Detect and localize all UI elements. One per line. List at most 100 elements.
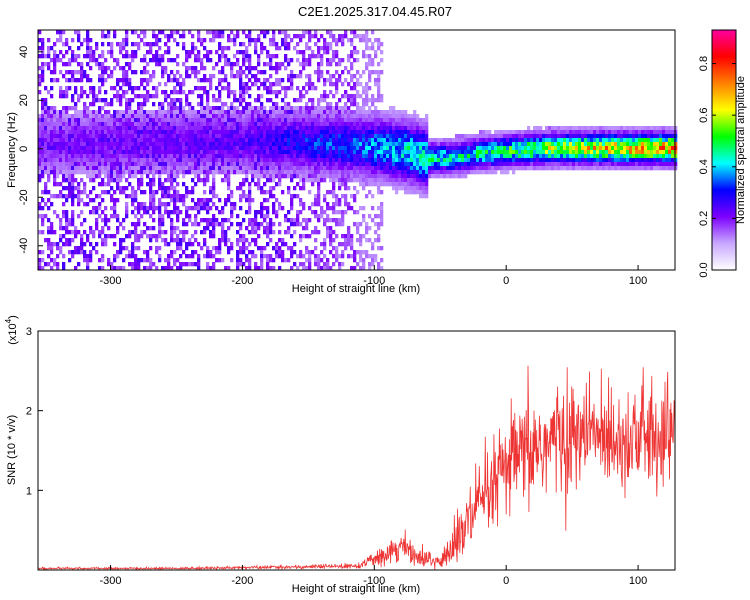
heatmap-cell xyxy=(182,126,186,131)
heatmap-cell xyxy=(380,122,384,127)
heatmap-cell xyxy=(428,138,432,143)
heatmap-cell xyxy=(266,166,270,171)
heatmap-cell xyxy=(368,142,372,147)
heatmap-cell xyxy=(503,138,507,143)
heatmap-cell xyxy=(374,130,378,135)
heatmap-cell xyxy=(92,170,96,175)
heatmap-cell xyxy=(140,118,144,123)
heatmap-cell xyxy=(269,158,273,163)
heatmap-cell xyxy=(233,42,237,47)
heatmap-cell xyxy=(41,42,45,47)
heatmap-cell xyxy=(248,62,252,67)
heatmap-cell xyxy=(155,158,159,163)
heatmap-cell xyxy=(212,146,216,151)
heatmap-cell xyxy=(317,218,321,223)
heatmap-cell xyxy=(71,190,75,195)
heatmap-cell xyxy=(509,134,513,139)
heatmap-cell xyxy=(200,142,204,147)
heatmap-cell xyxy=(491,142,495,147)
heatmap-cell xyxy=(221,226,225,231)
heatmap-cell xyxy=(149,142,153,147)
heatmap-cell xyxy=(83,254,87,259)
heatmap-cell xyxy=(158,114,162,119)
heatmap-cell xyxy=(194,218,198,223)
heatmap-cell xyxy=(68,126,72,131)
heatmap-cell xyxy=(362,114,366,119)
heatmap-cell xyxy=(560,134,564,139)
heatmap-cell xyxy=(356,102,360,107)
heatmap-cell xyxy=(254,130,258,135)
heatmap-cell xyxy=(128,166,132,171)
heatmap-cell xyxy=(416,178,420,183)
heatmap-cell xyxy=(221,166,225,171)
heatmap-cell xyxy=(425,186,429,191)
heatmap-cell xyxy=(233,134,237,139)
heatmap-cell xyxy=(215,162,219,167)
heatmap-cell xyxy=(224,122,228,127)
heatmap-cell xyxy=(137,206,141,211)
heatmap-cell xyxy=(98,174,102,179)
heatmap-cell xyxy=(344,142,348,147)
heatmap-cell xyxy=(446,142,450,147)
heatmap-cell xyxy=(494,146,498,151)
heatmap-cell xyxy=(320,62,324,67)
heatmap-cell xyxy=(221,114,225,119)
heatmap-cell xyxy=(104,174,108,179)
heatmap-cell xyxy=(131,250,135,255)
heatmap-cell xyxy=(59,218,63,223)
heatmap-cell xyxy=(506,130,510,135)
heatmap-cell xyxy=(461,174,465,179)
heatmap-cell xyxy=(77,34,81,39)
heatmap-cell xyxy=(269,86,273,91)
heatmap-cell xyxy=(410,170,414,175)
heatmap-cell xyxy=(239,130,243,135)
heatmap-cell xyxy=(98,206,102,211)
heatmap-cell xyxy=(110,42,114,47)
heatmap-cell xyxy=(248,218,252,223)
heatmap-cell xyxy=(152,154,156,159)
heatmap-cell xyxy=(71,250,75,255)
heatmap-cell xyxy=(44,162,48,167)
heatmap-cell xyxy=(143,134,147,139)
heatmap-cell xyxy=(164,70,168,75)
heatmap-cell xyxy=(80,154,84,159)
heatmap-cell xyxy=(227,170,231,175)
heatmap-cell xyxy=(395,186,399,191)
heatmap-cell xyxy=(143,54,147,59)
heatmap-cell xyxy=(326,142,330,147)
heatmap-cell xyxy=(173,126,177,131)
heatmap-cell xyxy=(188,146,192,151)
heatmap-cell xyxy=(128,126,132,131)
heatmap-cell xyxy=(152,190,156,195)
heatmap-cell xyxy=(353,114,357,119)
heatmap-cell xyxy=(221,110,225,115)
heatmap-cell xyxy=(83,130,87,135)
heatmap-cell xyxy=(92,230,96,235)
heatmap-cell xyxy=(209,158,213,163)
heatmap-cell xyxy=(380,166,384,171)
heatmap-cell xyxy=(170,90,174,95)
heatmap-cell xyxy=(38,90,42,95)
heatmap-cell xyxy=(137,186,141,191)
heatmap-cell xyxy=(161,130,165,135)
heatmap-cell xyxy=(326,158,330,163)
heatmap-cell xyxy=(185,54,189,59)
heatmap-cell xyxy=(257,182,261,187)
heatmap-cell xyxy=(377,134,381,139)
heatmap-cell xyxy=(323,150,327,155)
heatmap-cell xyxy=(101,106,105,111)
heatmap-cell xyxy=(245,46,249,51)
heatmap-cell xyxy=(323,46,327,51)
heatmap-cell xyxy=(68,78,72,83)
heatmap-cell xyxy=(269,134,273,139)
heatmap-cell xyxy=(215,146,219,151)
heatmap-cell xyxy=(269,226,273,231)
heatmap-cell xyxy=(224,130,228,135)
heatmap-cell xyxy=(185,214,189,219)
heatmap-cell xyxy=(107,138,111,143)
heatmap-cell xyxy=(197,102,201,107)
heatmap-cell xyxy=(545,162,549,167)
heatmap-cell xyxy=(557,162,561,167)
heatmap-cell xyxy=(281,242,285,247)
heatmap-cell xyxy=(368,238,372,243)
